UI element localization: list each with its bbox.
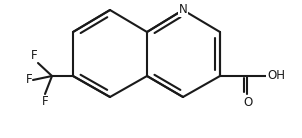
- Text: F: F: [25, 74, 32, 87]
- Text: O: O: [243, 96, 253, 109]
- Text: F: F: [31, 49, 37, 62]
- Text: N: N: [178, 3, 187, 17]
- Text: F: F: [42, 95, 48, 108]
- Text: OH: OH: [267, 70, 285, 83]
